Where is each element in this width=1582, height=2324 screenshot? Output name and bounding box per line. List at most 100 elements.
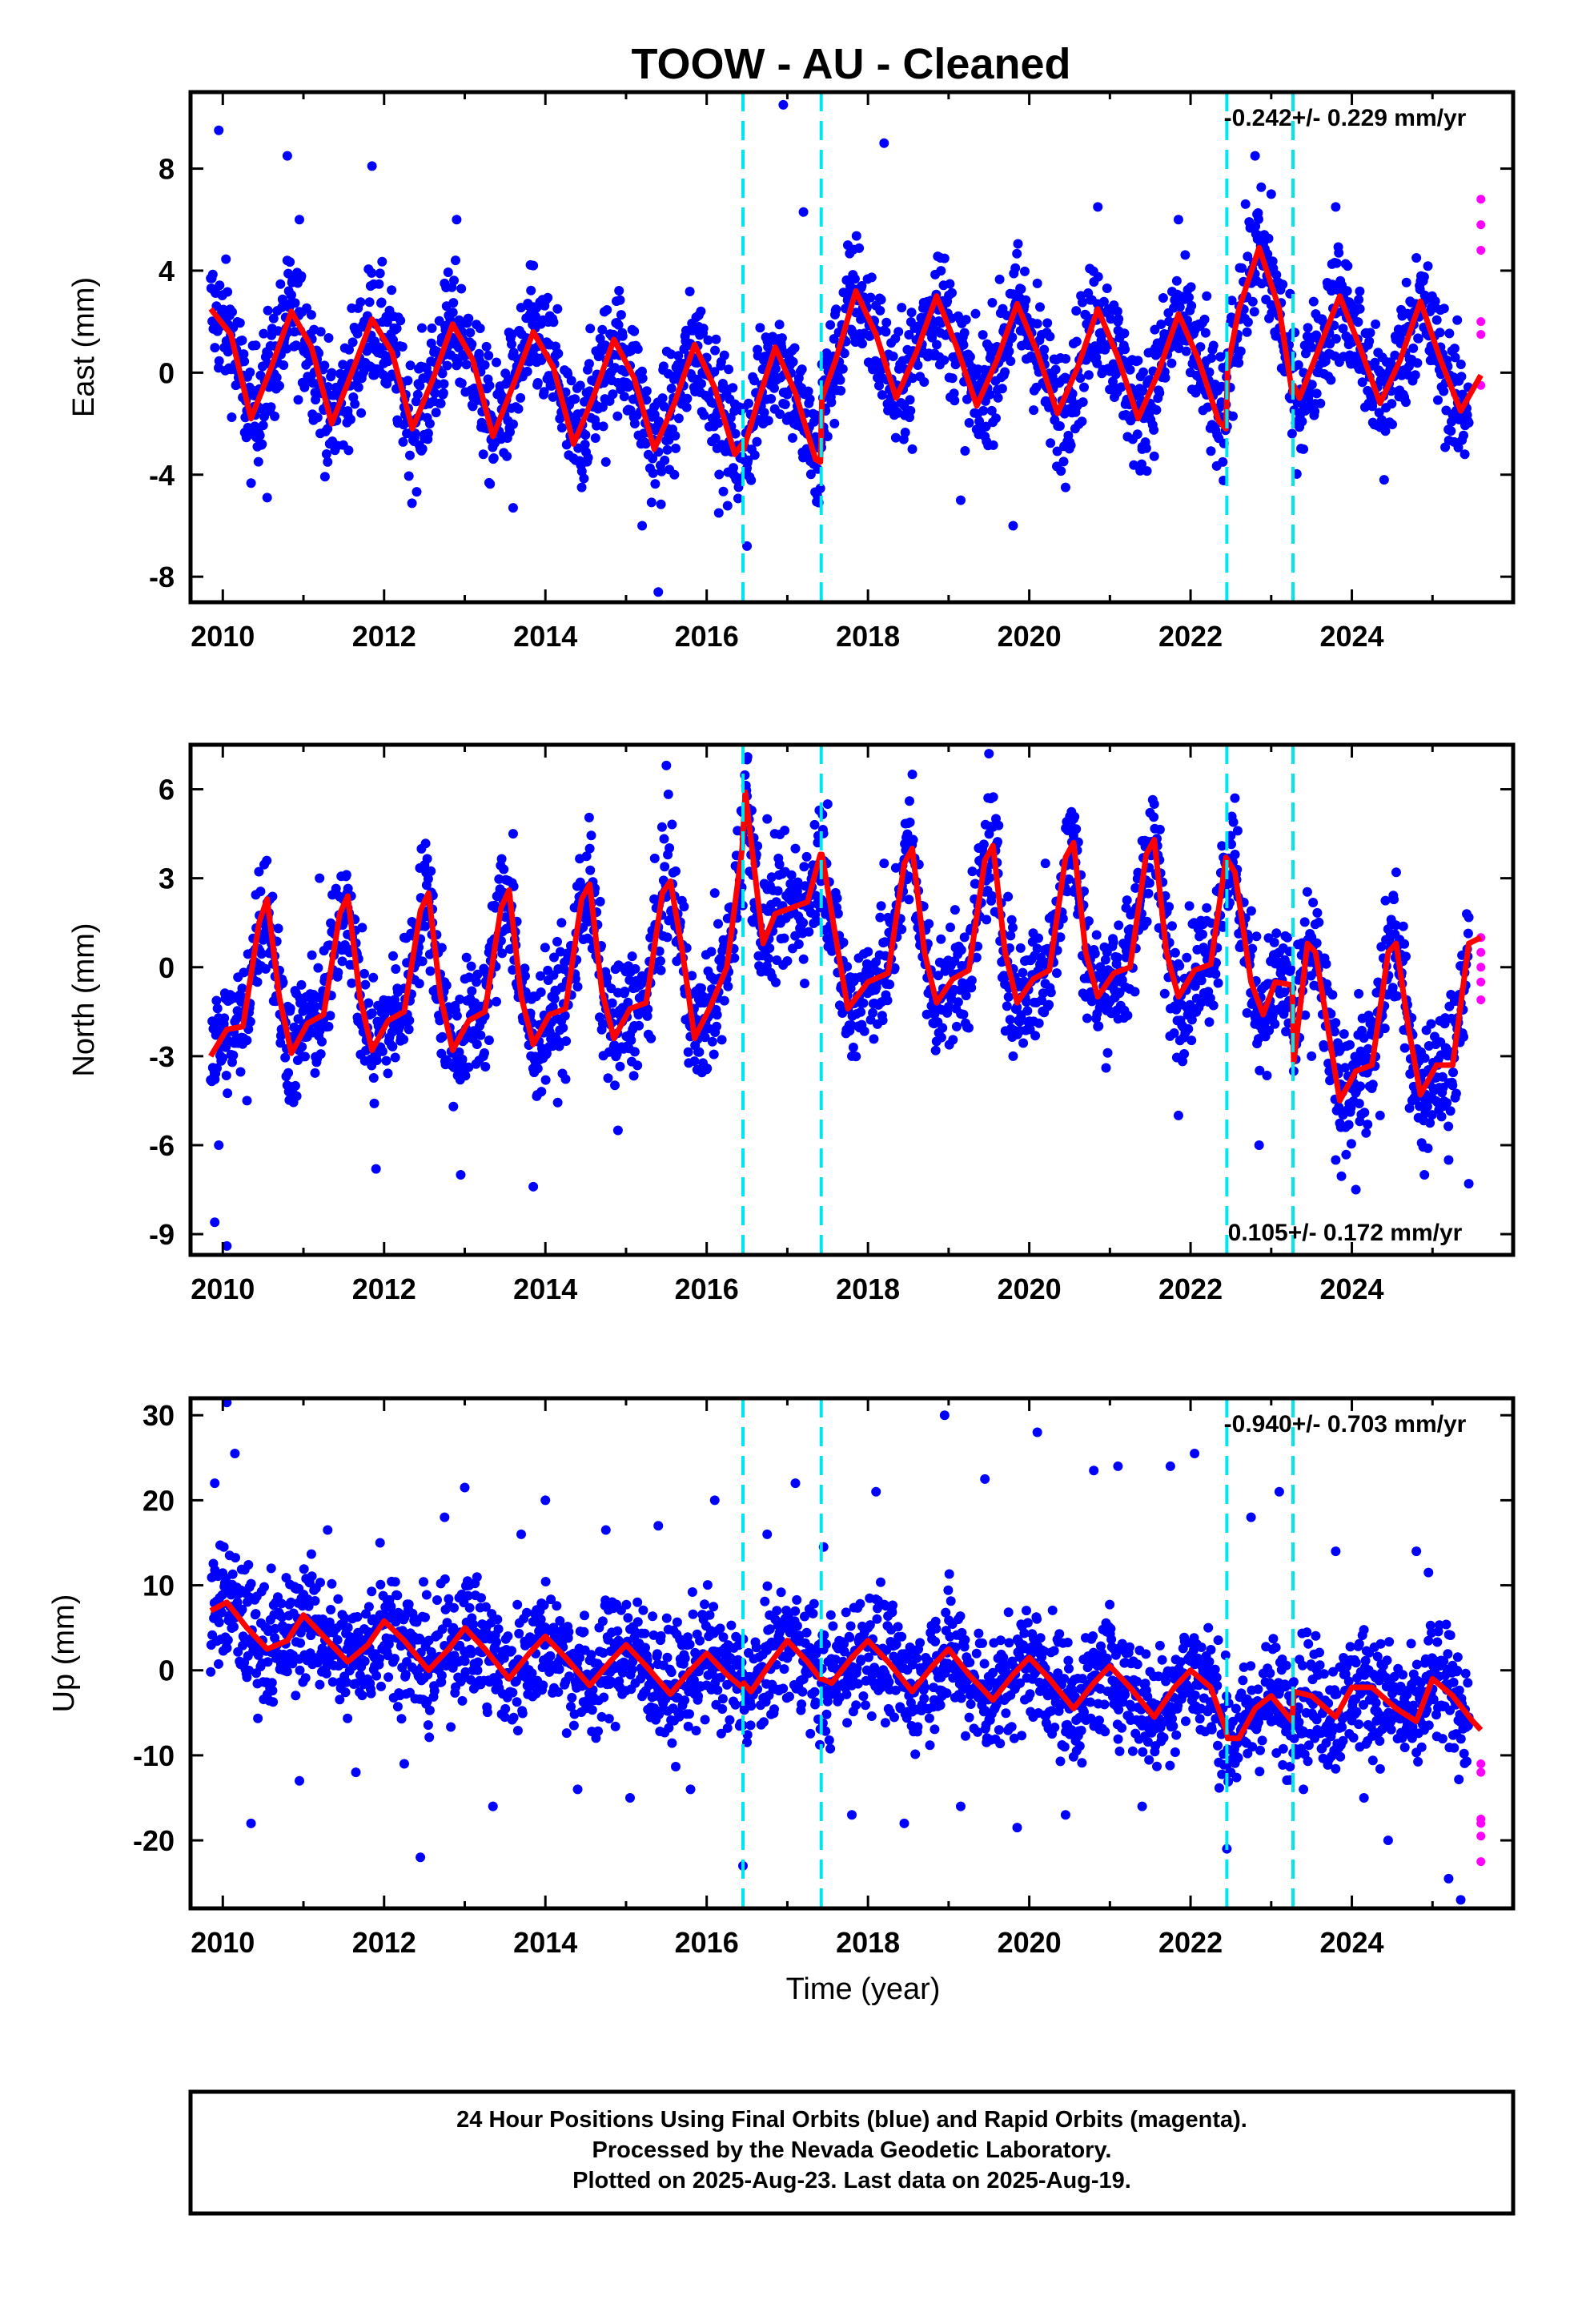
final-orbit-point <box>1196 975 1207 986</box>
final-orbit-outlier <box>508 829 518 839</box>
final-orbit-point <box>467 339 477 349</box>
final-orbit-point <box>717 1035 727 1045</box>
final-orbit-point <box>1116 382 1126 392</box>
final-orbit-point <box>278 296 288 306</box>
final-orbit-point <box>945 279 955 289</box>
final-orbit-point <box>706 947 717 957</box>
final-orbit-point <box>797 364 807 375</box>
final-orbit-point <box>1286 963 1295 974</box>
final-orbit-point <box>662 932 673 943</box>
final-orbit-point <box>387 1041 398 1051</box>
final-orbit-point <box>694 1047 705 1057</box>
final-orbit-point <box>1315 398 1326 408</box>
final-orbit-point <box>1391 991 1402 1001</box>
final-orbit-point <box>1459 430 1468 440</box>
final-orbit-point <box>396 316 406 326</box>
final-orbit-point <box>499 864 509 875</box>
final-orbit-point <box>777 333 787 344</box>
final-orbit-point <box>576 466 587 476</box>
final-orbit-point <box>252 977 263 987</box>
final-orbit-point <box>1180 250 1191 260</box>
final-orbit-point <box>266 402 276 412</box>
final-orbit-point <box>404 1015 415 1026</box>
y-tick-label: -4 <box>149 459 175 492</box>
final-orbit-point <box>679 902 689 912</box>
final-orbit-point <box>1341 1149 1351 1160</box>
final-orbit-point <box>1170 947 1180 958</box>
final-orbit-point <box>257 439 267 449</box>
final-orbit-point <box>1129 460 1139 470</box>
final-orbit-point <box>549 952 559 963</box>
final-orbit-point <box>1215 352 1226 362</box>
final-orbit-point <box>859 1026 869 1036</box>
final-orbit-point <box>804 927 814 937</box>
final-orbit-point <box>1363 1043 1373 1054</box>
final-orbit-point <box>1342 286 1352 296</box>
final-orbit-point <box>1370 357 1380 368</box>
final-orbit-outlier <box>1149 799 1159 810</box>
final-orbit-point <box>484 380 495 391</box>
final-orbit-point <box>1336 1171 1347 1181</box>
final-orbit-point <box>1264 1025 1275 1035</box>
final-orbit-point <box>988 440 998 450</box>
final-orbit-point <box>350 399 360 409</box>
final-orbit-point <box>812 916 822 927</box>
final-orbit-point <box>363 998 374 1008</box>
final-orbit-point <box>251 340 261 351</box>
final-orbit-point <box>243 1024 254 1035</box>
final-orbit-point <box>1228 817 1239 827</box>
final-orbit-point <box>1130 987 1140 997</box>
final-orbit-point <box>875 912 885 923</box>
final-orbit-point <box>1052 968 1062 979</box>
final-orbit-point <box>595 896 605 907</box>
final-orbit-point <box>1464 912 1474 923</box>
final-orbit-point <box>299 382 310 392</box>
final-orbit-point <box>882 995 893 1006</box>
final-orbit-point <box>531 312 541 322</box>
final-orbit-outlier <box>399 932 409 943</box>
final-orbit-point <box>263 305 273 316</box>
final-orbit-point <box>964 418 974 428</box>
final-orbit-point <box>991 413 1001 424</box>
final-orbit-outlier <box>1391 867 1401 878</box>
final-orbit-point <box>422 854 432 864</box>
final-orbit-point <box>1213 978 1223 988</box>
final-orbit-point <box>614 286 624 296</box>
final-orbit-point <box>497 948 508 959</box>
final-orbit-point <box>1361 1128 1371 1138</box>
final-orbit-point <box>897 303 907 313</box>
final-orbit-point <box>368 972 379 983</box>
final-orbit-point <box>536 971 545 981</box>
final-orbit-point <box>540 943 550 953</box>
final-orbit-point <box>570 394 580 404</box>
final-orbit-point <box>1352 1057 1363 1068</box>
final-orbit-point <box>1018 1038 1029 1048</box>
final-orbit-point <box>309 1001 319 1011</box>
final-orbit-point <box>660 455 670 465</box>
final-orbit-outlier <box>1137 444 1147 454</box>
east-rate-label: -0.242+/- 0.229 mm/yr <box>1224 105 1467 131</box>
final-orbit-point <box>780 400 790 409</box>
final-orbit-point <box>1052 446 1062 456</box>
final-orbit-point <box>1331 258 1342 268</box>
final-orbit-point <box>774 859 785 870</box>
final-orbit-point <box>994 820 1004 830</box>
final-orbit-point <box>641 386 652 396</box>
final-orbit-point <box>412 389 423 400</box>
final-orbit-point <box>520 963 530 974</box>
final-orbit-point <box>660 862 670 872</box>
final-orbit-point <box>260 963 271 974</box>
final-orbit-point <box>1164 902 1174 912</box>
final-orbit-point <box>854 243 865 253</box>
rapid-orbit-point <box>1476 195 1486 204</box>
final-orbit-point <box>581 851 592 862</box>
final-orbit-point <box>219 1013 230 1023</box>
final-orbit-point <box>1002 1001 1012 1011</box>
final-orbit-point <box>536 1087 547 1097</box>
final-orbit-point <box>454 1047 464 1057</box>
final-orbit-outlier <box>955 495 966 505</box>
final-orbit-outlier <box>323 456 333 467</box>
final-orbit-point <box>377 1046 387 1056</box>
final-orbit-point <box>775 409 785 420</box>
final-orbit-point <box>1463 928 1473 939</box>
